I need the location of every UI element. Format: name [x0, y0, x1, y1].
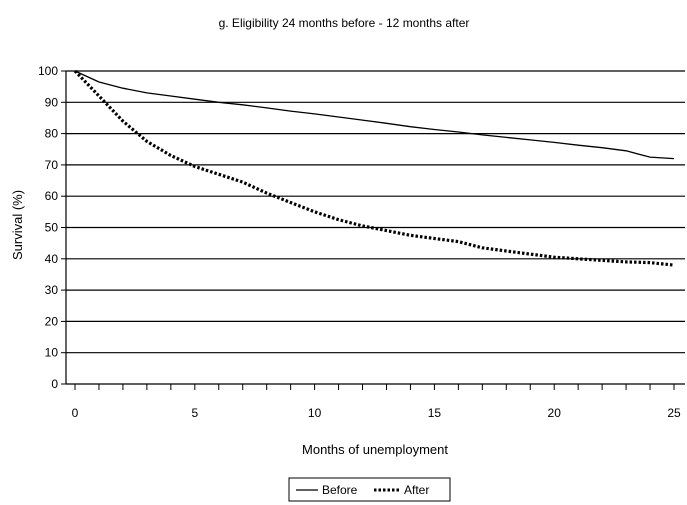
y-tick-label: 90 [45, 95, 59, 109]
y-tick-label: 60 [45, 189, 59, 203]
legend-box [288, 477, 451, 502]
legend-label-before: Before [322, 483, 358, 497]
series-line-before [74, 70, 675, 160]
x-axis-label: Months of unemployment [302, 442, 448, 457]
y-tick-label: 20 [45, 314, 59, 328]
x-tick-label: 5 [191, 406, 198, 420]
series-lines [73, 69, 675, 267]
plot-area: 0 10 20 30 40 50 60 70 80 90 100 0 5 10 15 20 25 [38, 64, 685, 420]
y-tick-label: 100 [38, 64, 58, 78]
legend-label-after: After [404, 483, 429, 497]
x-tick-labels: 0 5 10 15 20 25 [72, 384, 681, 420]
y-tick-label: 0 [51, 377, 58, 391]
x-tick-label: 10 [308, 406, 322, 420]
y-tick-label: 10 [45, 346, 59, 360]
y-tick-label: 40 [45, 252, 59, 266]
y-tick-label: 50 [45, 221, 59, 235]
x-tick-label: 15 [428, 406, 442, 420]
y-axis-label: Survival (%) [10, 190, 25, 260]
gridlines [66, 70, 685, 354]
y-tick-label: 80 [45, 127, 59, 141]
chart-title: g. Eligibility 24 months before - 12 mon… [219, 16, 470, 30]
x-tick-label: 25 [667, 406, 681, 420]
y-tick-label: 70 [45, 158, 59, 172]
y-tick-labels: 0 10 20 30 40 50 60 70 80 90 100 [38, 64, 66, 391]
x-tick-label: 20 [548, 406, 562, 420]
series-line-after [73, 69, 675, 267]
y-tick-label: 30 [45, 283, 59, 297]
legend: Before After [288, 477, 451, 502]
x-tick-label: 0 [72, 406, 79, 420]
